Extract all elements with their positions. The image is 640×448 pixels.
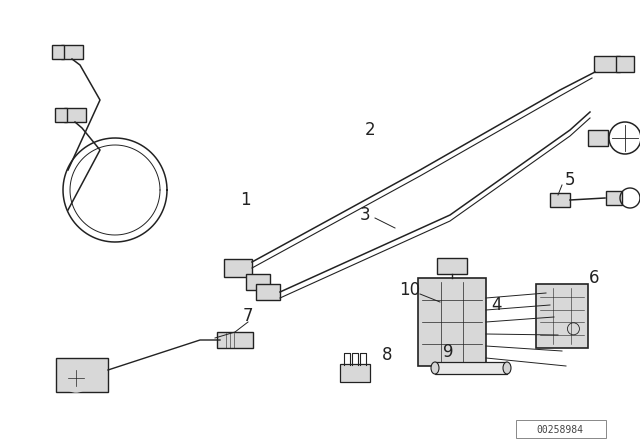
Ellipse shape xyxy=(431,362,439,374)
Bar xyxy=(437,258,467,274)
Bar xyxy=(224,259,252,277)
Bar xyxy=(550,193,570,207)
Bar xyxy=(606,191,622,205)
Bar xyxy=(594,56,620,72)
Text: 1: 1 xyxy=(240,191,250,209)
Circle shape xyxy=(62,364,90,392)
Bar xyxy=(246,274,270,290)
Bar xyxy=(588,130,608,146)
Text: 2: 2 xyxy=(365,121,375,139)
Bar xyxy=(52,45,64,59)
Text: 7: 7 xyxy=(243,307,253,325)
Bar xyxy=(61,45,83,59)
Text: 00258984: 00258984 xyxy=(536,425,584,435)
Text: 10: 10 xyxy=(399,281,420,299)
Bar xyxy=(64,108,86,122)
Bar xyxy=(217,332,253,348)
Bar xyxy=(418,278,486,366)
Text: 9: 9 xyxy=(443,343,453,361)
Text: 4: 4 xyxy=(491,296,501,314)
Bar xyxy=(516,420,606,438)
Bar xyxy=(616,56,634,72)
Text: 5: 5 xyxy=(564,171,575,189)
Bar xyxy=(536,284,588,348)
Bar xyxy=(56,358,108,392)
Text: 3: 3 xyxy=(360,206,371,224)
Bar xyxy=(340,364,370,382)
Ellipse shape xyxy=(503,362,511,374)
Bar xyxy=(256,284,280,300)
Bar xyxy=(55,108,67,122)
Bar xyxy=(435,362,507,374)
Text: 8: 8 xyxy=(381,346,392,364)
Text: 6: 6 xyxy=(589,269,599,287)
